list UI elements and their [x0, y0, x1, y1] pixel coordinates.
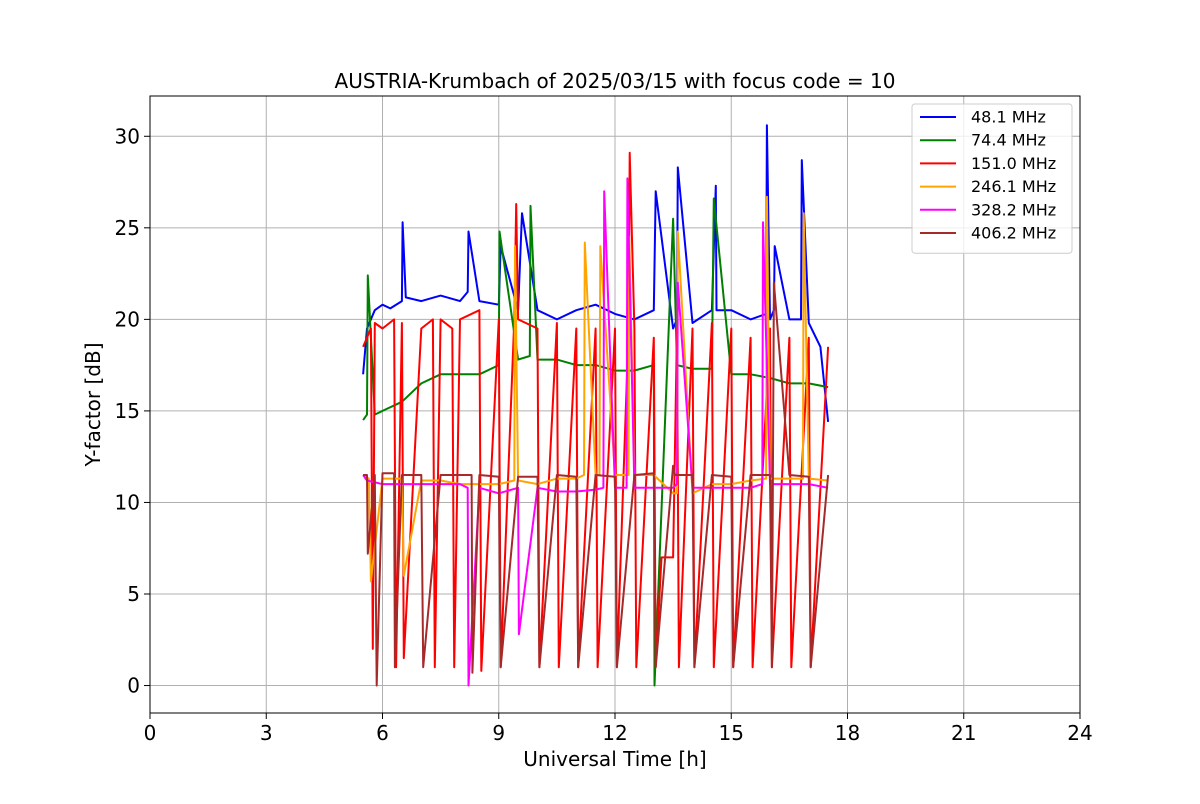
series-line-1	[362, 197, 829, 687]
x-tick-label: 15	[719, 721, 744, 745]
y-tick-label: 0	[127, 674, 140, 698]
x-axis-label: Universal Time [h]	[523, 747, 706, 771]
y-tick-label: 5	[127, 582, 140, 606]
x-tick-label: 24	[1067, 721, 1092, 745]
series-line-3	[362, 195, 829, 583]
y-tick-label: 25	[115, 216, 140, 240]
y-tick-label: 20	[115, 307, 140, 331]
axis-ticks: 0 3 6 9 12 15 18 21 24 0 5 10 15 20 25 30	[115, 124, 1093, 745]
x-tick-label: 12	[602, 721, 627, 745]
y-axis-label: Y-factor [dB]	[81, 342, 105, 467]
legend-box	[911, 103, 1073, 254]
x-tick-label: 18	[835, 721, 860, 745]
series-line-2	[362, 151, 830, 672]
y-tick-label: 30	[115, 124, 140, 148]
legend-label-1: 74.4 MHz	[971, 131, 1046, 150]
legend-label-0: 48.1 MHz	[971, 108, 1046, 127]
legend-label-3: 246.1 MHz	[971, 177, 1056, 196]
legend-label-4: 328.2 MHz	[971, 200, 1056, 219]
series-lines	[362, 124, 830, 687]
x-tick-label: 3	[260, 721, 273, 745]
legend-label-2: 151.0 MHz	[971, 154, 1056, 173]
y-tick-label: 10	[115, 490, 140, 514]
series-line-0	[362, 124, 830, 423]
x-tick-label: 0	[144, 721, 157, 745]
series-line-5	[363, 281, 830, 687]
x-tick-label: 21	[951, 721, 976, 745]
chart-title: AUSTRIA-Krumbach of 2025/03/15 with focu…	[335, 69, 896, 93]
legend-label-5: 406.2 MHz	[971, 224, 1056, 243]
x-tick-label: 9	[492, 721, 505, 745]
x-tick-label: 6	[376, 721, 389, 745]
series-line-4	[362, 177, 829, 687]
legend: 48.1 MHz 74.4 MHz 151.0 MHz 246.1 MHz 328.2 …	[911, 103, 1073, 254]
y-tick-label: 15	[115, 399, 140, 423]
